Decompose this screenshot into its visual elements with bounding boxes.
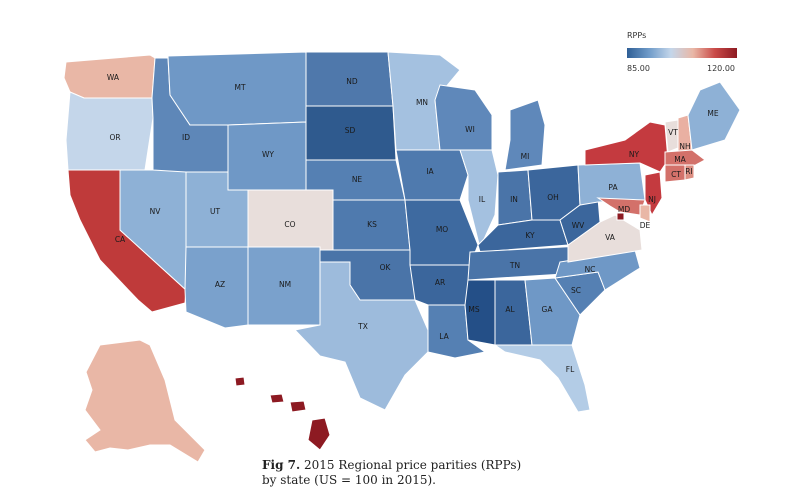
state-label-UT: UT xyxy=(210,207,220,216)
state-label-AL: AL xyxy=(505,305,515,314)
legend-gradient-rect xyxy=(627,48,737,58)
state-label-GA: GA xyxy=(542,305,554,314)
state-label-OK: OK xyxy=(380,263,392,272)
state-label-LA: LA xyxy=(439,332,449,341)
state-label-NV: NV xyxy=(150,207,162,216)
state-label-WI: WI xyxy=(465,125,475,134)
state-label-NY: NY xyxy=(629,150,640,159)
state-label-TN: TN xyxy=(509,261,520,270)
state-label-NM: NM xyxy=(279,280,291,289)
state-label-IL: IL xyxy=(479,195,486,204)
state-labels: WA OR CA NV ID MT WY UT CO AZ NM ND SD NE KS OK TX MN IA MO… xyxy=(107,73,719,374)
hawaii-island-maui xyxy=(289,400,307,413)
state-label-NJ: NJ xyxy=(648,195,656,204)
state-OR xyxy=(65,91,154,171)
state-MA xyxy=(664,149,706,169)
state-HI xyxy=(307,417,331,451)
state-label-FL: FL xyxy=(566,365,575,374)
state-DC xyxy=(616,212,625,221)
state-label-DE: DE xyxy=(640,221,651,230)
state-FL xyxy=(493,344,591,413)
state-label-TX: TX xyxy=(357,322,368,331)
state-AK xyxy=(84,339,206,463)
state-label-NC: NC xyxy=(585,265,596,274)
legend-max-label: 120.00 xyxy=(707,64,735,73)
state-TX xyxy=(294,261,429,411)
state-label-MS: MS xyxy=(468,305,479,314)
state-label-VT: VT xyxy=(668,128,678,137)
figure-caption: Fig 7. 2015 Regional price parities (RPP… xyxy=(262,458,642,488)
state-label-ND: ND xyxy=(346,77,358,86)
state-label-OH: OH xyxy=(547,193,559,202)
state-label-MO: MO xyxy=(436,225,448,234)
state-label-ME: ME xyxy=(707,109,718,118)
state-label-WY: WY xyxy=(262,150,274,159)
state-label-WV: WV xyxy=(572,221,585,230)
state-label-WA: WA xyxy=(107,73,120,82)
legend: RPPs 85.00 120.00 xyxy=(613,26,743,78)
state-label-MT: MT xyxy=(234,83,245,92)
state-label-PA: PA xyxy=(608,183,618,192)
state-label-KY: KY xyxy=(525,231,535,240)
state-label-AR: AR xyxy=(435,278,445,287)
state-label-CA: CA xyxy=(115,235,126,244)
state-label-MN: MN xyxy=(416,98,428,107)
state-label-CT: CT xyxy=(671,170,681,179)
state-label-OR: OR xyxy=(109,133,120,142)
state-label-IA: IA xyxy=(426,167,434,176)
hawaii-island-oahu xyxy=(269,393,285,404)
state-label-ID: ID xyxy=(182,133,190,142)
state-label-IN: IN xyxy=(510,195,518,204)
state-label-MD: MD xyxy=(618,205,630,214)
state-label-RI: RI xyxy=(685,167,692,176)
state-label-AZ: AZ xyxy=(215,280,225,289)
state-MD xyxy=(596,197,646,216)
caption-text-line2: by state (US = 100 in 2015). xyxy=(262,473,436,487)
state-RI xyxy=(684,164,695,181)
state-label-CO: CO xyxy=(284,220,295,229)
state-label-SD: SD xyxy=(345,126,356,135)
state-WI xyxy=(434,84,493,151)
state-label-MI: MI xyxy=(521,152,530,161)
lake-michigan xyxy=(492,110,510,172)
state-NJ xyxy=(644,171,663,217)
caption-fig-label: Fig 7. xyxy=(262,458,301,472)
state-WV xyxy=(559,197,601,246)
state-label-NH: NH xyxy=(679,142,690,151)
state-label-VA: VA xyxy=(605,233,616,242)
hawaii-island-kauai xyxy=(234,376,246,387)
legend-title: RPPs xyxy=(627,31,647,40)
state-label-SC: SC xyxy=(571,286,581,295)
state-MS xyxy=(464,279,496,346)
state-label-MA: MA xyxy=(674,155,686,164)
caption-text-line1: 2015 Regional price parities (RPPs) xyxy=(304,458,522,472)
state-IL xyxy=(459,149,499,250)
legend-min-label: 85.00 xyxy=(627,64,650,73)
state-DE xyxy=(639,204,651,223)
legend-color-bar xyxy=(627,48,737,58)
state-label-NE: NE xyxy=(352,175,363,184)
state-label-KS: KS xyxy=(367,220,377,229)
